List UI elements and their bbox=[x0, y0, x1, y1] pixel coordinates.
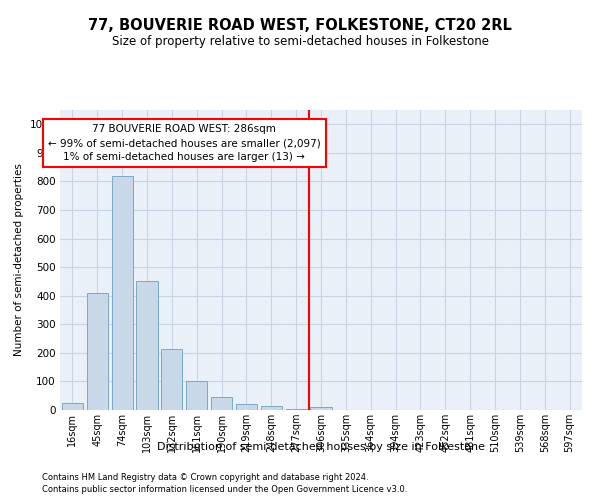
Bar bbox=[87, 293, 108, 410]
Text: 77 BOUVERIE ROAD WEST: 286sqm
← 99% of semi-detached houses are smaller (2,097)
: 77 BOUVERIE ROAD WEST: 286sqm ← 99% of s… bbox=[48, 124, 320, 162]
Text: Contains public sector information licensed under the Open Government Licence v3: Contains public sector information licen… bbox=[42, 485, 407, 494]
Bar bbox=[62, 403, 83, 410]
Text: Distribution of semi-detached houses by size in Folkestone: Distribution of semi-detached houses by … bbox=[157, 442, 485, 452]
Bar bbox=[286, 408, 307, 410]
Bar bbox=[261, 406, 282, 410]
Text: 77, BOUVERIE ROAD WEST, FOLKESTONE, CT20 2RL: 77, BOUVERIE ROAD WEST, FOLKESTONE, CT20… bbox=[88, 18, 512, 32]
Bar bbox=[236, 404, 257, 410]
Y-axis label: Number of semi-detached properties: Number of semi-detached properties bbox=[14, 164, 24, 356]
Bar bbox=[112, 176, 133, 410]
Bar bbox=[161, 348, 182, 410]
Bar bbox=[136, 282, 158, 410]
Text: Size of property relative to semi-detached houses in Folkestone: Size of property relative to semi-detach… bbox=[112, 35, 488, 48]
Bar bbox=[186, 382, 207, 410]
Bar bbox=[310, 407, 332, 410]
Bar bbox=[211, 397, 232, 410]
Text: Contains HM Land Registry data © Crown copyright and database right 2024.: Contains HM Land Registry data © Crown c… bbox=[42, 472, 368, 482]
